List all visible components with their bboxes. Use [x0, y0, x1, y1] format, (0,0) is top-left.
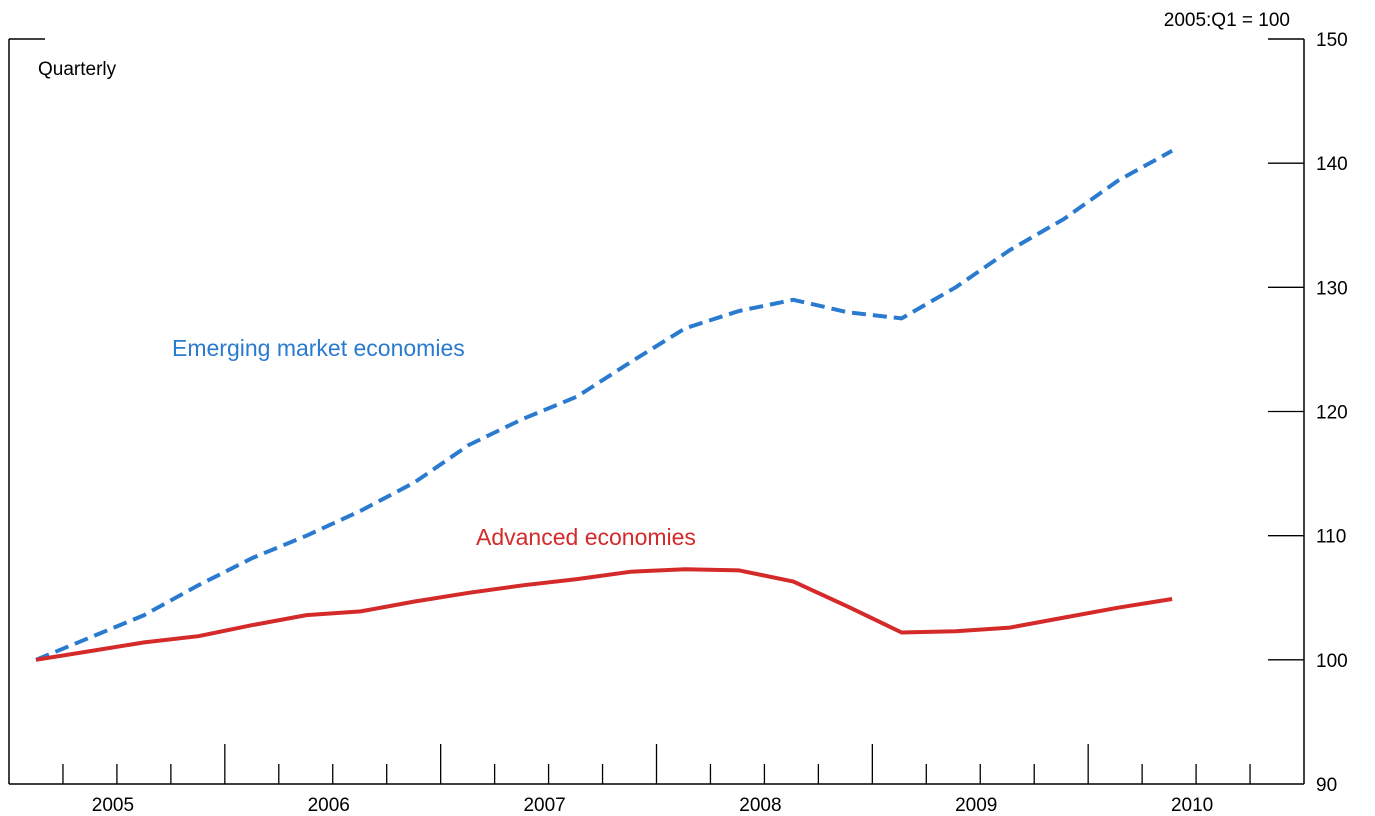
x-tick-label: 2008	[739, 795, 781, 816]
plot-frame	[8, 38, 1305, 785]
y-tick-label: 150	[1316, 30, 1348, 51]
y-tick-label: 140	[1316, 154, 1348, 175]
series-label-advanced: Advanced economies	[476, 524, 696, 550]
x-tick-label: 2006	[308, 795, 350, 816]
y-tick-label: 130	[1316, 278, 1348, 299]
x-tick-label: 2005	[92, 795, 134, 816]
y-tick-label: 100	[1316, 651, 1348, 672]
y-tick-label: 90	[1316, 775, 1337, 796]
series-line-emerging	[35, 149, 1174, 662]
series-label-emerging: Emerging market economies	[172, 335, 465, 361]
x-tick-label: 2007	[523, 795, 565, 816]
y-tick-label: 110	[1316, 527, 1346, 548]
y-tick-label: 120	[1316, 403, 1348, 424]
series-line-advanced	[35, 567, 1173, 662]
y-axis: 90 100 110 120 130 140 150	[1268, 30, 1348, 796]
x-tick-label: 2010	[1171, 795, 1213, 816]
x-tick-label: 2009	[955, 795, 997, 816]
series-layer	[35, 149, 1174, 662]
y-unit-label: 2005:Q1 = 100	[1164, 10, 1290, 31]
frequency-note: Quarterly	[38, 59, 117, 80]
x-axis: 2005 2006 2007 2008 2009 2010	[62, 744, 1251, 816]
